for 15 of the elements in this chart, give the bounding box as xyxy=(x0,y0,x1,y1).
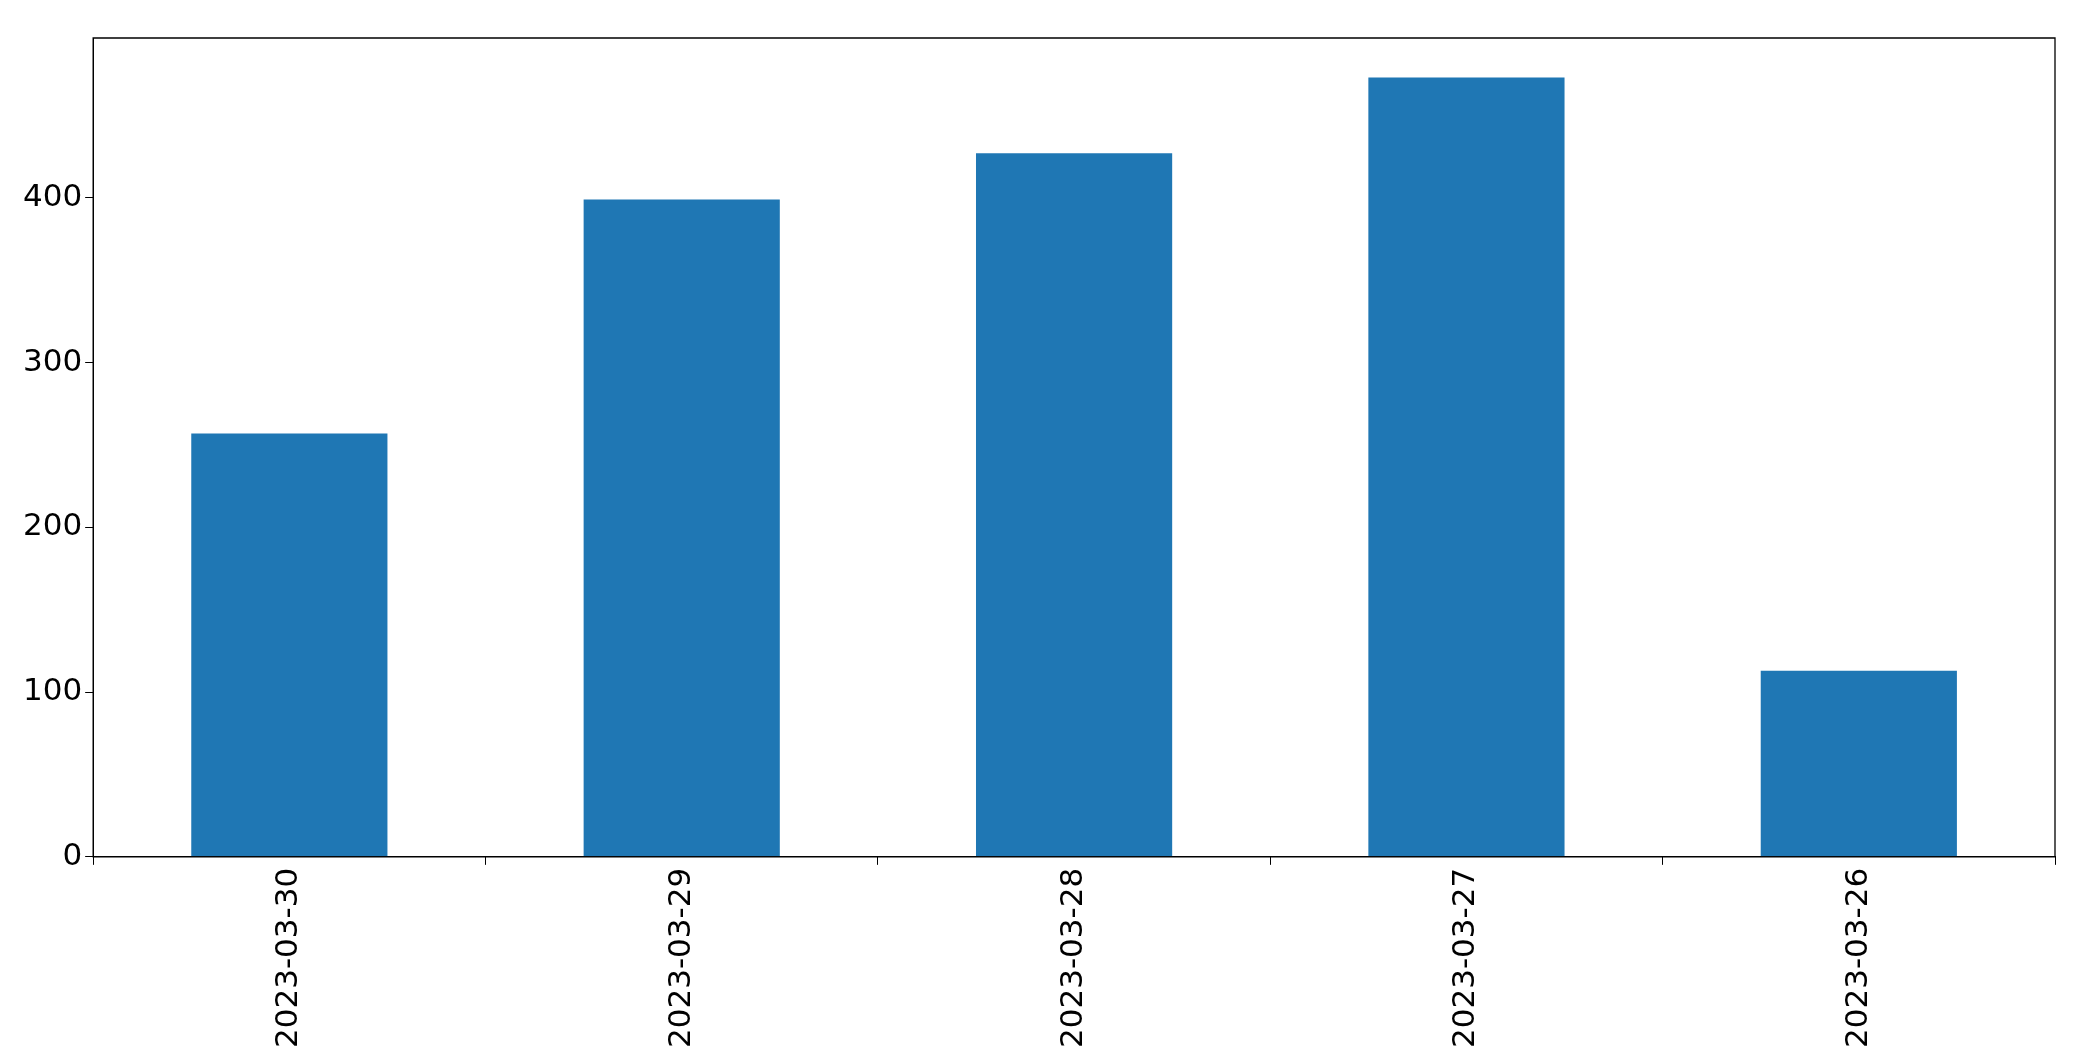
bar xyxy=(191,433,388,857)
y-tick-label: 400 xyxy=(23,176,83,213)
x-tick-label: 2023-03-30 xyxy=(268,867,305,1049)
y-tick-label: 100 xyxy=(23,671,83,708)
x-tick-label: 2023-03-29 xyxy=(660,867,697,1049)
x-tick-label: 2023-03-26 xyxy=(1837,867,1874,1049)
x-tick-label: 2023-03-28 xyxy=(1053,867,1090,1049)
y-tick-label: 200 xyxy=(23,506,83,543)
bar xyxy=(1368,77,1565,857)
y-tick-label: 0 xyxy=(62,835,83,872)
bar xyxy=(975,153,1173,857)
bar xyxy=(583,199,780,857)
y-tick-label: 300 xyxy=(23,341,83,378)
bar xyxy=(1760,670,1957,857)
x-tick-label: 2023-03-27 xyxy=(1445,867,1482,1049)
